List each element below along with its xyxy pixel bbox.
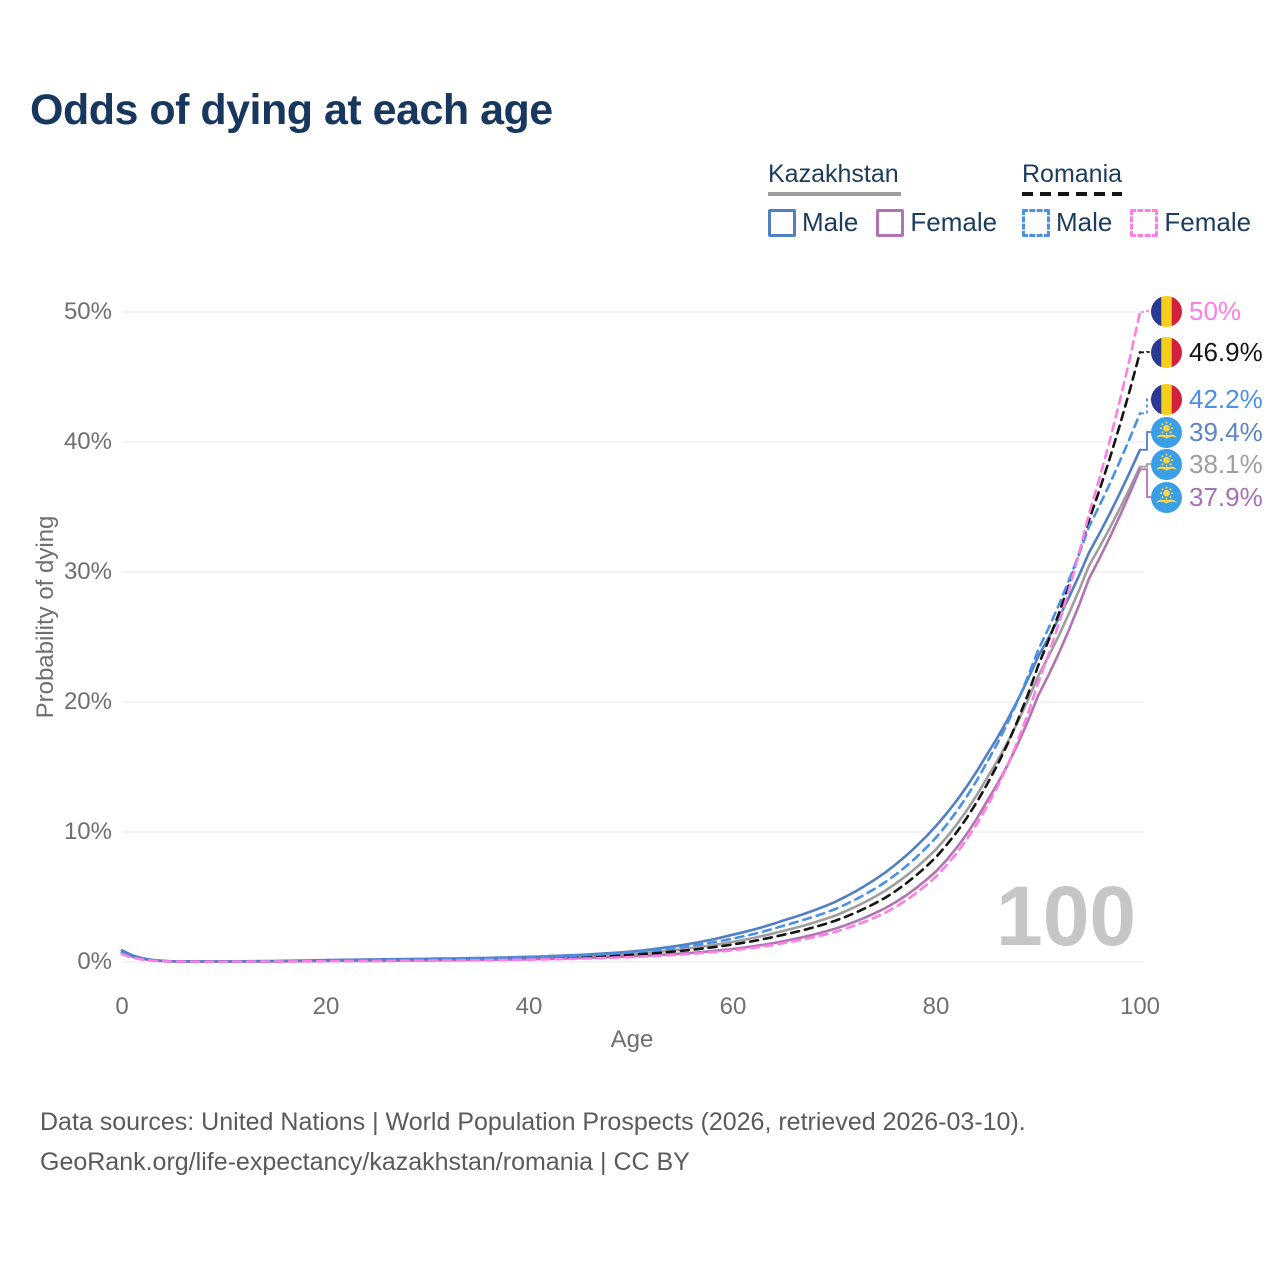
kazakhstan-flag-icon bbox=[1151, 416, 1182, 448]
label-connector-kazakhstan-female bbox=[1141, 468, 1151, 498]
x-tick-40: 40 bbox=[515, 993, 543, 1020]
legend-country-romania[interactable]: Romania bbox=[1022, 160, 1123, 188]
legend-group-romania: Romania Male Female bbox=[1022, 160, 1269, 238]
kazakhstan-flag-icon bbox=[1151, 481, 1182, 513]
end-value-kazakhstan-all: 38.1% bbox=[1189, 448, 1263, 479]
label-connector-romania-female bbox=[1141, 310, 1151, 313]
kazakhstan-line-swatch bbox=[768, 192, 901, 196]
end-value-romania-male: 42.2% bbox=[1189, 383, 1263, 414]
y-tick-50: 50% bbox=[63, 298, 112, 325]
y-tick-10: 10% bbox=[63, 818, 112, 845]
series-line-kazakhstan-female bbox=[120, 468, 1142, 963]
end-value-kazakhstan-male: 39.4% bbox=[1189, 416, 1263, 447]
legend-group-kazakhstan: Kazakhstan Male Female bbox=[768, 160, 1015, 238]
romania-flag-icon bbox=[1151, 295, 1182, 327]
page-title: Odds of dying at each age bbox=[30, 86, 553, 134]
data-sources-text: Data sources: United Nations | World Pop… bbox=[40, 1108, 1026, 1136]
end-label-romania-male: 42.2% bbox=[1151, 383, 1263, 415]
y-tick-40: 40% bbox=[63, 428, 112, 455]
end-value-romania-all: 46.9% bbox=[1189, 336, 1263, 367]
x-tick-80: 80 bbox=[922, 993, 950, 1020]
y-tick-0: 0% bbox=[77, 948, 112, 975]
kazakhstan-flag-icon bbox=[1151, 448, 1182, 480]
legend-item-romania-female[interactable]: Female bbox=[1164, 207, 1252, 237]
romania-female-swatch-icon bbox=[1130, 208, 1159, 237]
y-tick-20: 20% bbox=[63, 688, 112, 715]
label-connector-kazakhstan-male bbox=[1141, 431, 1151, 451]
attribution-link-text[interactable]: GeoRank.org/life-expectancy/kazakhstan/r… bbox=[40, 1148, 690, 1176]
end-label-romania-female: 50% bbox=[1151, 295, 1241, 327]
series-line-kazakhstan-all bbox=[120, 465, 1142, 963]
romania-flag-icon bbox=[1151, 383, 1182, 415]
x-tick-0: 0 bbox=[115, 993, 129, 1020]
series-line-kazakhstan-male bbox=[120, 448, 1142, 963]
x-tick-60: 60 bbox=[719, 993, 747, 1020]
end-label-kazakhstan-male: 39.4% bbox=[1151, 416, 1263, 448]
legend-country-kazakhstan[interactable]: Kazakhstan bbox=[768, 160, 899, 188]
legend-item-romania-male[interactable]: Male bbox=[1056, 207, 1113, 237]
romania-flag-icon bbox=[1151, 336, 1182, 368]
y-tick-30: 30% bbox=[63, 558, 112, 585]
end-label-kazakhstan-all: 38.1% bbox=[1151, 448, 1263, 480]
end-value-kazakhstan-female: 37.9% bbox=[1189, 481, 1263, 512]
x-axis-title: Age bbox=[610, 1026, 654, 1053]
label-connector-kazakhstan-all bbox=[1141, 463, 1151, 468]
romania-male-swatch-icon bbox=[1022, 208, 1050, 237]
end-value-romania-female: 50% bbox=[1189, 295, 1242, 326]
legend-item-kazakhstan-male[interactable]: Male bbox=[802, 207, 859, 237]
series-line-romania-female bbox=[120, 310, 1142, 963]
legend-item-kazakhstan-female[interactable]: Female bbox=[910, 207, 998, 237]
series-line-romania-all bbox=[120, 351, 1142, 963]
romania-line-swatch bbox=[1022, 192, 1122, 196]
series-line-romania-male bbox=[120, 412, 1142, 963]
x-tick-20: 20 bbox=[312, 993, 340, 1020]
end-label-kazakhstan-female: 37.9% bbox=[1151, 481, 1263, 513]
kazakhstan-male-swatch-icon bbox=[768, 208, 796, 237]
end-label-romania-all: 46.9% bbox=[1151, 336, 1263, 368]
x-tick-100: 100 bbox=[1119, 993, 1161, 1020]
kazakhstan-female-swatch-icon bbox=[876, 208, 905, 237]
age-watermark: 100 bbox=[996, 869, 1137, 963]
label-connector-romania-male bbox=[1141, 398, 1151, 415]
